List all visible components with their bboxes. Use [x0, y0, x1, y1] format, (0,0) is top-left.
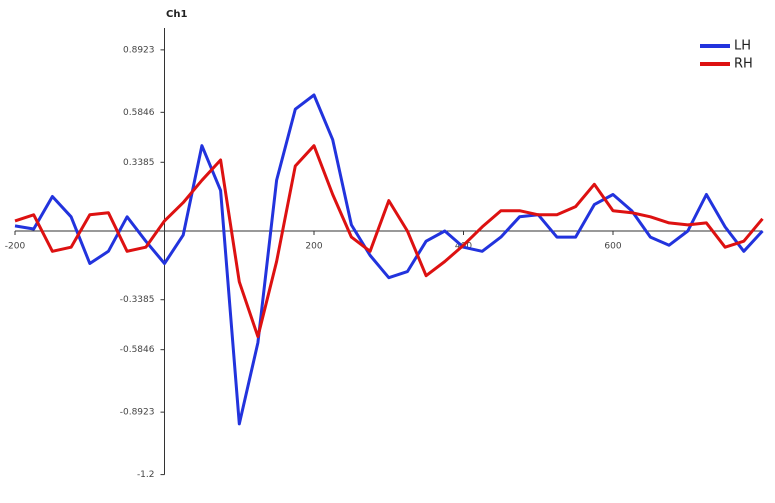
chart-title: Ch1	[166, 9, 187, 20]
y-tick-label: -1.2	[137, 470, 155, 480]
y-tick-label: -0.8923	[120, 408, 155, 418]
x-tick-label: 600	[604, 242, 621, 252]
y-tick-label: 0.8923	[123, 45, 155, 55]
y-tick-label: 0.5846	[123, 108, 155, 118]
series-line	[14, 93, 764, 426]
y-tick-label: -0.5846	[120, 345, 155, 355]
legend-label: LH	[734, 39, 751, 54]
x-tick-label: -200	[5, 242, 26, 252]
y-tick-label: 0.3385	[123, 158, 155, 168]
series-line	[14, 144, 764, 339]
legend-label: RH	[734, 57, 753, 72]
x-tick-label: 200	[305, 242, 322, 252]
y-tick-label: -0.3385	[120, 295, 155, 305]
